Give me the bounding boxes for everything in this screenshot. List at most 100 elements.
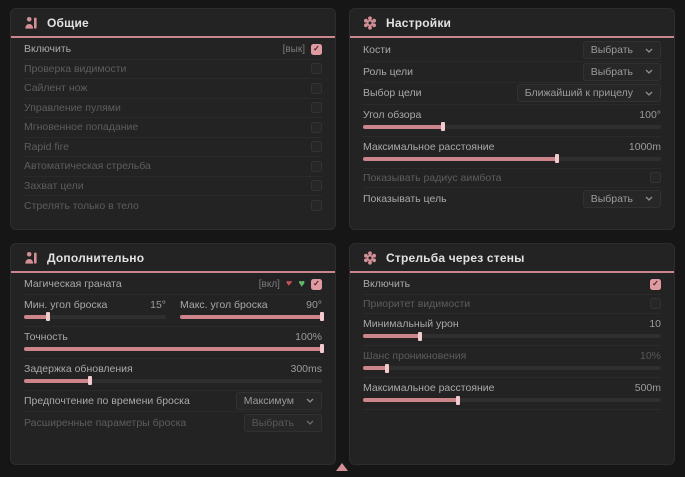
row-show-aimbot-radius: Показывать радиус аимбота bbox=[363, 169, 661, 188]
panel-additional: Дополнительно Магическая граната [вкл] ♥… bbox=[10, 243, 336, 465]
slider-thumb[interactable] bbox=[46, 312, 51, 321]
advanced-throw-params-dropdown[interactable]: Выбрать bbox=[243, 413, 322, 432]
row-label: Rapid fire bbox=[24, 140, 69, 153]
fov-slider[interactable] bbox=[363, 122, 661, 131]
target-select-dropdown[interactable]: Ближайший к прицелу bbox=[516, 84, 661, 103]
row-target-role: Роль цели Выбрать bbox=[363, 62, 661, 83]
chevron-down-icon bbox=[645, 196, 653, 202]
gear-icon bbox=[363, 250, 377, 265]
heart-on-icon[interactable]: ♥ bbox=[298, 277, 305, 290]
up-triangle-icon[interactable] bbox=[336, 463, 348, 471]
row-label: Мин. угол броска bbox=[24, 298, 108, 311]
dropdown-value: Ближайший к прицелу bbox=[524, 87, 633, 100]
body-only-checkbox[interactable] bbox=[311, 200, 322, 212]
panel-additional-header: Дополнительно bbox=[11, 244, 335, 273]
slider-thumb[interactable] bbox=[554, 154, 559, 163]
row-label: Стрелять только в тело bbox=[24, 199, 139, 212]
row-enable: Включить [вык] bbox=[24, 40, 322, 60]
chevron-down-icon bbox=[645, 91, 653, 96]
silent-knife-checkbox[interactable] bbox=[311, 82, 322, 94]
slider-value: 500m bbox=[634, 382, 661, 394]
panel-title: Настройки bbox=[386, 15, 452, 30]
row-walls-max-distance: Максимальное расстояние 500m bbox=[363, 378, 661, 410]
panel-title: Дополнительно bbox=[47, 250, 145, 265]
show-target-dropdown[interactable]: Выбрать bbox=[582, 189, 661, 208]
row-label: Включить bbox=[24, 43, 72, 56]
update-delay-slider[interactable] bbox=[24, 376, 322, 385]
min-damage-slider[interactable] bbox=[363, 331, 661, 341]
row-label: Включить bbox=[363, 278, 411, 291]
enable-checkbox[interactable] bbox=[311, 43, 322, 55]
max-distance-slider[interactable] bbox=[363, 154, 661, 163]
throw-time-preference-dropdown[interactable]: Максимум bbox=[235, 391, 322, 410]
chevron-down-icon bbox=[645, 48, 653, 53]
slider-value: 300ms bbox=[290, 362, 322, 375]
dropdown-value: Выбрать bbox=[251, 416, 294, 429]
slider-thumb[interactable] bbox=[87, 376, 92, 385]
throw-angle-row: Мин. угол броска 15° Макс. угол броска 9… bbox=[24, 295, 324, 327]
chevron-down-icon bbox=[306, 398, 314, 404]
penetration-chance-slider[interactable] bbox=[363, 363, 661, 373]
row-label: Задержка обновления bbox=[24, 362, 133, 375]
panel-walls: Стрельба через стены Включить Приоритет … bbox=[349, 243, 675, 465]
row-label: Магическая граната bbox=[24, 278, 122, 291]
chevron-down-icon bbox=[306, 420, 314, 426]
row-label: Максимальное расстояние bbox=[363, 382, 495, 394]
slider-thumb[interactable] bbox=[456, 395, 461, 405]
chevron-down-icon bbox=[645, 69, 653, 75]
target-lock-checkbox[interactable] bbox=[311, 180, 322, 192]
row-magic-grenade: Магическая граната [вкл] ♥ ♥ bbox=[24, 275, 322, 295]
slider-thumb[interactable] bbox=[320, 312, 324, 321]
panel-settings: Настройки Кости Выбрать Роль цели Выбрат… bbox=[349, 8, 675, 230]
slider-value: 90° bbox=[306, 298, 322, 311]
row-label: Мгновенное попадание bbox=[24, 121, 139, 134]
keybind-tag: [вык] bbox=[282, 43, 305, 55]
row-target-select: Выбор цели Ближайший к прицелу bbox=[363, 83, 661, 105]
magic-grenade-checkbox[interactable] bbox=[311, 278, 322, 290]
slider-thumb[interactable] bbox=[384, 363, 389, 373]
row-visibility-check: Проверка видимости bbox=[24, 60, 322, 79]
row-label: Захват цели bbox=[24, 179, 84, 192]
person-rifle-icon bbox=[24, 16, 38, 30]
panel-general: Общие Включить [вык] Проверка видимости … bbox=[10, 8, 336, 230]
slider-thumb[interactable] bbox=[417, 331, 422, 341]
slider-thumb[interactable] bbox=[320, 344, 324, 353]
min-throw-angle-slider[interactable] bbox=[24, 312, 166, 321]
bones-dropdown[interactable]: Выбрать bbox=[582, 41, 661, 60]
row-bullet-control: Управление пулями bbox=[24, 99, 322, 118]
target-role-dropdown[interactable]: Выбрать bbox=[582, 62, 661, 81]
walls-enable-checkbox[interactable] bbox=[650, 278, 661, 290]
row-fov: Угол обзора 100° bbox=[363, 105, 661, 137]
row-advanced-throw-params: Расширенные параметры броска Выбрать bbox=[24, 412, 322, 434]
row-label: Роль цели bbox=[363, 65, 414, 78]
row-rapid-fire: Rapid fire bbox=[24, 138, 322, 157]
bullet-control-checkbox[interactable] bbox=[311, 102, 322, 114]
visibility-check-checkbox[interactable] bbox=[311, 63, 322, 75]
show-aimbot-radius-checkbox[interactable] bbox=[650, 172, 661, 184]
row-label: Автоматическая стрельба bbox=[24, 160, 151, 173]
walls-max-distance-slider[interactable] bbox=[363, 395, 661, 405]
heart-off-icon[interactable]: ♥ bbox=[285, 277, 293, 290]
row-penetration-chance: Шанс проникновения 10% bbox=[363, 346, 661, 378]
row-update-delay: Задержка обновления 300ms bbox=[24, 359, 322, 391]
visibility-priority-checkbox[interactable] bbox=[650, 298, 661, 310]
row-auto-fire: Автоматическая стрельба bbox=[24, 157, 322, 177]
keybind-tag: [вкл] bbox=[258, 278, 280, 290]
accuracy-slider[interactable] bbox=[24, 344, 324, 353]
max-throw-angle-slider[interactable] bbox=[180, 312, 324, 321]
row-visibility-priority: Приоритет видимости bbox=[363, 295, 661, 314]
row-label: Показывать цель bbox=[363, 192, 447, 205]
row-accuracy: Точность 100% bbox=[24, 327, 324, 359]
row-throw-time-preference: Предпочтение по времени броска Максимум bbox=[24, 391, 322, 412]
rapid-fire-checkbox[interactable] bbox=[311, 141, 322, 153]
slider-thumb[interactable] bbox=[441, 122, 446, 131]
row-label: Выбор цели bbox=[363, 87, 422, 100]
instant-hit-checkbox[interactable] bbox=[311, 121, 322, 133]
slider-value: 10 bbox=[649, 318, 661, 330]
row-show-target: Показывать цель Выбрать bbox=[363, 188, 661, 210]
row-max-distance: Максимальное расстояние 1000m bbox=[363, 137, 661, 169]
person-rifle-icon bbox=[24, 251, 38, 265]
row-label: Сайлент нож bbox=[24, 82, 88, 95]
auto-fire-checkbox[interactable] bbox=[311, 160, 322, 172]
slider-value: 15° bbox=[150, 298, 166, 311]
